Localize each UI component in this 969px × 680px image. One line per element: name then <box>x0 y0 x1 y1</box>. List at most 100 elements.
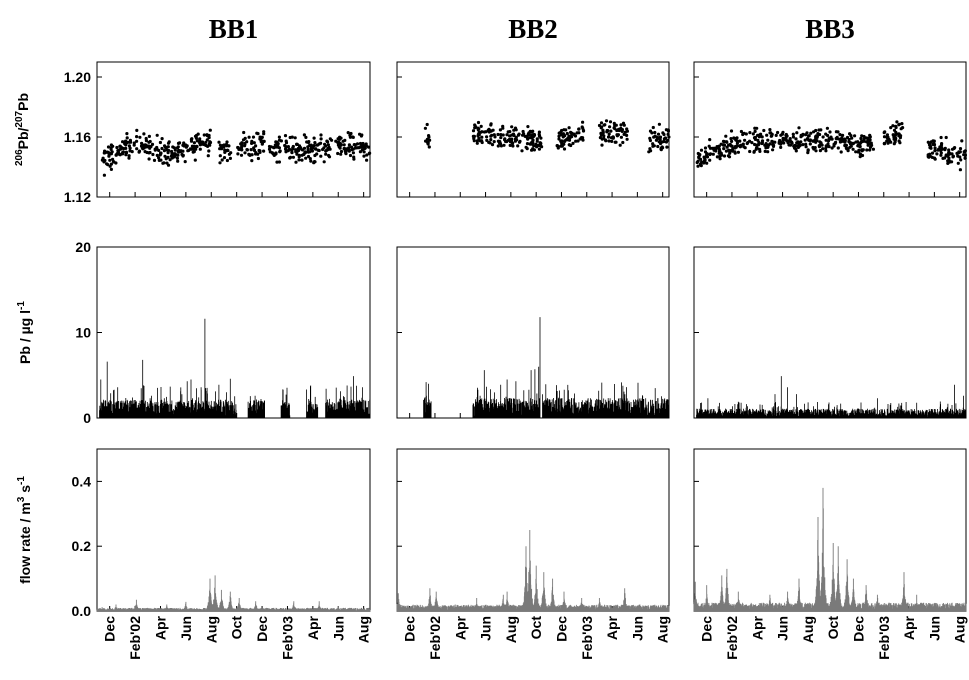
data-point <box>663 136 668 140</box>
data-point <box>794 149 798 153</box>
x-tick-label: Feb'02 <box>427 616 443 660</box>
data-point <box>124 153 128 157</box>
data-point <box>512 133 516 138</box>
data-point <box>944 153 948 157</box>
data-point <box>283 143 287 148</box>
data-point <box>817 144 821 148</box>
data-point <box>202 133 206 137</box>
data-point <box>326 143 330 147</box>
y-tick-label: 0.2 <box>72 538 92 554</box>
data-point <box>492 140 496 144</box>
data-point <box>784 132 788 137</box>
data-point <box>115 145 119 150</box>
x-tick-label: Feb'03 <box>279 616 295 660</box>
data-point <box>243 151 247 155</box>
data-point <box>718 150 722 154</box>
data-point <box>860 139 864 143</box>
data-point <box>165 161 169 165</box>
data-point <box>805 131 809 135</box>
data-point <box>607 132 611 136</box>
data-point <box>300 153 304 157</box>
data-point <box>319 137 323 141</box>
data-point <box>807 134 811 138</box>
data-point <box>152 158 157 162</box>
data-point <box>654 138 659 142</box>
ylabel-text: Pb <box>15 93 31 111</box>
data-point <box>240 148 244 152</box>
data-point <box>557 137 561 141</box>
data-point <box>222 145 226 149</box>
data-point <box>779 133 783 137</box>
data-point <box>315 143 319 147</box>
data-point <box>181 153 185 157</box>
data-point <box>834 140 838 144</box>
panel-pb-bb3 <box>693 246 967 419</box>
data-point <box>781 138 785 142</box>
data-point <box>893 137 898 141</box>
data-point <box>948 152 952 156</box>
data-point <box>577 127 581 131</box>
data-point <box>111 144 115 148</box>
data-point <box>766 138 770 142</box>
data-point <box>319 154 323 158</box>
data-point <box>848 132 852 136</box>
data-point <box>476 120 481 125</box>
data-point <box>647 150 651 154</box>
data-point <box>581 120 585 124</box>
data-point <box>192 150 196 154</box>
data-point <box>137 150 141 154</box>
data-point <box>940 142 944 146</box>
data-point <box>796 145 801 149</box>
data-point <box>620 129 624 133</box>
data-point <box>930 155 934 159</box>
y-tick-label: 0 <box>83 410 91 426</box>
data-point <box>882 141 887 145</box>
data-point <box>485 135 489 139</box>
data-point <box>703 146 708 150</box>
data-point <box>753 137 758 141</box>
data-point <box>608 120 613 124</box>
data-point <box>939 153 943 157</box>
x-tick-label: Dec <box>102 616 118 642</box>
data-point <box>319 141 323 145</box>
data-point <box>364 142 368 146</box>
x-tick-label: Feb'02 <box>127 616 143 660</box>
panel-frame <box>96 61 371 198</box>
data-point <box>245 148 249 152</box>
data-point <box>358 132 362 136</box>
data-point <box>819 128 823 132</box>
data-point <box>358 141 363 146</box>
data-point <box>656 144 660 149</box>
data-point <box>665 145 669 149</box>
data-point <box>648 147 652 151</box>
data-point <box>811 139 816 143</box>
data-point <box>664 140 669 144</box>
data-point <box>947 159 951 163</box>
data-point <box>714 149 718 153</box>
data-point <box>699 164 703 168</box>
data-point <box>718 154 722 158</box>
data-point <box>218 154 222 158</box>
data-point <box>729 129 734 133</box>
data-point <box>782 141 786 145</box>
data-point <box>871 147 876 151</box>
data-point <box>651 142 655 146</box>
data-point <box>510 125 514 129</box>
data-point <box>821 135 825 139</box>
data-point <box>599 121 604 125</box>
data-point <box>425 122 429 127</box>
data-point <box>312 136 316 140</box>
x-tick-label: Apr <box>901 615 917 640</box>
data-point <box>343 138 347 142</box>
x-tick-label: Oct <box>528 616 544 640</box>
data-point <box>127 154 131 158</box>
data-point <box>306 154 311 159</box>
data-point <box>866 143 870 147</box>
data-point <box>501 133 505 137</box>
data-point <box>956 154 960 158</box>
data-point <box>365 158 369 162</box>
data-point <box>939 151 943 155</box>
data-point <box>164 145 168 149</box>
x-tick-label: Aug <box>655 616 671 643</box>
